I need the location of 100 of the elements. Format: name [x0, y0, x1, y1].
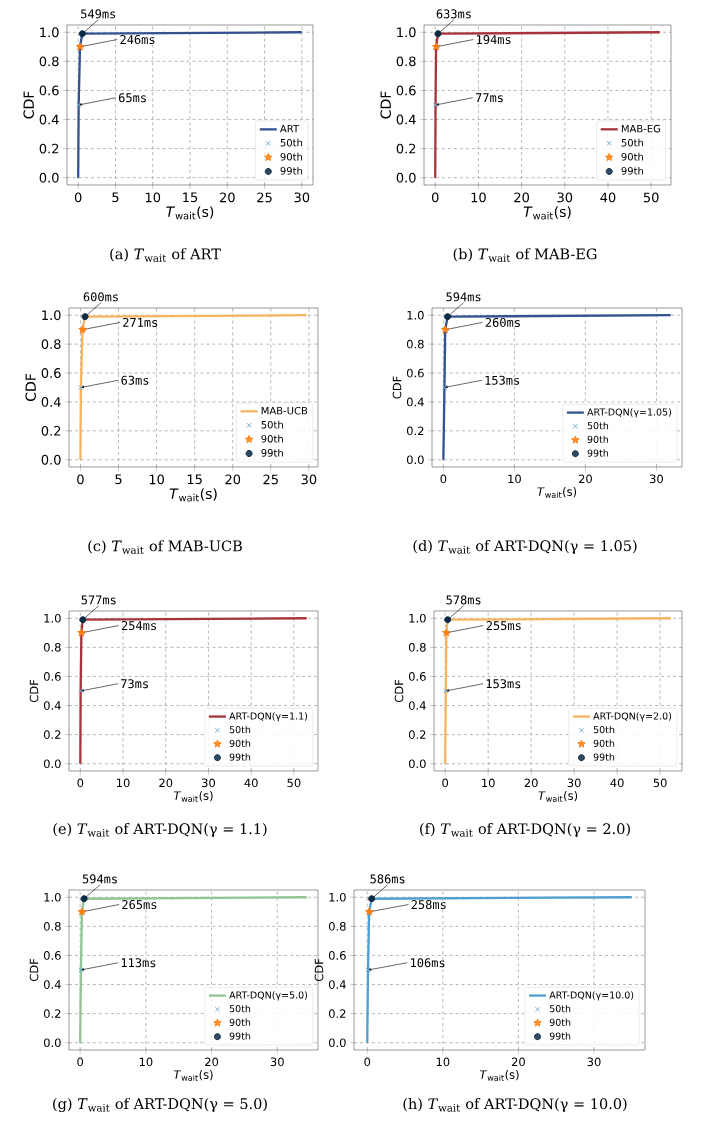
point [80, 895, 88, 903]
legend-label: 50th [587, 421, 609, 430]
annotation: 254ms [121, 621, 156, 631]
x-tick-label: 50 [643, 192, 659, 203]
y-tick-label: 1.0 [407, 310, 424, 320]
legend-label: 99th [549, 1032, 571, 1040]
y-tick-label: 0.0 [43, 1038, 61, 1048]
y-tick-label: 0.2 [408, 730, 426, 739]
annotation: 265ms [122, 900, 157, 910]
y-tick-label: 0.8 [41, 339, 61, 350]
x-tick-label: 10 [139, 1057, 153, 1067]
y-axis-title: CDF [29, 679, 39, 703]
legend-label: 99th [593, 753, 615, 761]
x-tick-label: 40 [600, 192, 616, 203]
y-axis-title: CDF [392, 376, 402, 399]
x-axis-title: T$_{wait}$(s) [173, 791, 213, 802]
x-axis-title: T$_{wait}$(s) [523, 206, 571, 220]
annotation: 246ms [120, 34, 155, 45]
y-tick-label: 0.6 [396, 85, 416, 96]
y-axis-title: CDF [29, 958, 39, 982]
legend-label: MAB-EG [621, 124, 661, 133]
line-series [77, 31, 303, 179]
x-tick-label: 30 [567, 778, 581, 788]
y-tick-label: 0.8 [328, 922, 346, 931]
legend-label: ART-DQN(γ=5.0) [229, 991, 308, 1001]
legend-label: ART [279, 124, 300, 133]
line-series [444, 617, 672, 765]
x-tick-label: 0 [440, 474, 447, 484]
y-tick-label: 0.2 [328, 1009, 346, 1018]
y-tick-label: 1.0 [44, 613, 61, 623]
x-tick-label: 10 [508, 474, 521, 484]
annotation: 578ms [446, 595, 481, 605]
annotation: 258ms [411, 900, 446, 910]
y-tick-label: 0.4 [408, 701, 426, 710]
x-tick-label: 20 [219, 192, 235, 203]
annotation: 633ms [436, 9, 471, 19]
y-tick-label: 0.0 [39, 172, 59, 183]
legend-label: 90th [549, 1018, 571, 1026]
x-tick-label: 10 [436, 1057, 450, 1067]
y-tick-label: 0.6 [39, 85, 59, 96]
y-tick-label: 0.2 [39, 143, 59, 154]
y-tick-label: 0.4 [328, 980, 346, 989]
x-axis-title: T$_{wait}$(s) [166, 206, 214, 220]
text: (g) T$_{wait}$ of ART-DQN(γ = 5.0) [53, 1097, 267, 1113]
x-tick-label: 30 [294, 192, 310, 203]
point [434, 30, 442, 38]
legend-label: 50th [229, 725, 251, 734]
legend-label: 90th [593, 739, 615, 747]
x-tick-label: 15 [183, 192, 198, 203]
line-series [366, 896, 633, 1044]
x-tick-label: 10 [116, 778, 130, 788]
y-tick-label: 0.0 [406, 455, 424, 465]
legend-label: 90th [621, 152, 644, 161]
y-tick-label: 0.6 [406, 368, 424, 378]
y-tick-label: 0.4 [39, 114, 59, 125]
y-tick-label: 0.4 [43, 701, 61, 710]
annotation: 194ms [477, 34, 511, 45]
y-tick-label: 0.6 [408, 672, 426, 681]
annotation: 106ms [411, 958, 445, 968]
annotation: 65ms [118, 93, 146, 103]
legend-label: 99th [280, 166, 303, 175]
x-tick-label: 10 [145, 192, 161, 203]
legend-label: 90th [229, 739, 251, 747]
y-tick-label: 0.8 [43, 643, 61, 652]
legend-label: 50th [593, 725, 615, 734]
x-tick-label: 20 [524, 778, 538, 788]
annotation: 600ms [83, 292, 118, 302]
x-tick-label: 10 [482, 778, 495, 788]
x-tick-label: 10 [149, 474, 164, 485]
y-tick-label: 0.6 [328, 951, 346, 960]
legend-label: 90th [229, 1018, 251, 1026]
text: (f) T$_{wait}$ of ART-DQN(γ = 2.0) [420, 822, 630, 838]
y-axis-title: CDF [380, 91, 391, 119]
point [81, 313, 89, 321]
x-tick-label: 40 [244, 778, 258, 788]
annotation: 153ms [486, 679, 521, 689]
y-tick-label: 0.0 [396, 172, 416, 183]
x-tick-label: 30 [270, 1057, 284, 1067]
y-tick-label: 0.8 [408, 643, 426, 652]
y-tick-label: 0.6 [43, 951, 61, 960]
legend-label: ART-DQN(γ=2.0) [593, 712, 672, 722]
x-tick-label: 0 [77, 474, 84, 485]
y-tick-label: 1.0 [42, 310, 61, 321]
y-tick-label: 0.6 [43, 672, 61, 681]
annotation: 73ms [121, 679, 148, 689]
text: (d) T$_{wait}$ of ART-DQN(γ = 1.05) [413, 539, 637, 555]
x-tick-label: 40 [610, 778, 624, 788]
legend-label: 50th [549, 1004, 571, 1013]
x-tick-label: 10 [471, 192, 486, 203]
y-tick-label: 0.8 [39, 56, 59, 67]
y-tick-label: 0.6 [41, 368, 61, 378]
annotation: 586ms [370, 874, 405, 884]
y-tick-label: 0.0 [408, 759, 426, 769]
y-tick-label: 0.2 [43, 730, 61, 739]
x-tick-label: 25 [263, 474, 278, 485]
y-tick-label: 1.0 [40, 27, 59, 38]
x-axis-title: T$_{wait}$(s) [538, 791, 578, 802]
point [77, 628, 86, 637]
legend-label: 90th [587, 435, 609, 443]
legend-label: 50th [621, 138, 644, 147]
